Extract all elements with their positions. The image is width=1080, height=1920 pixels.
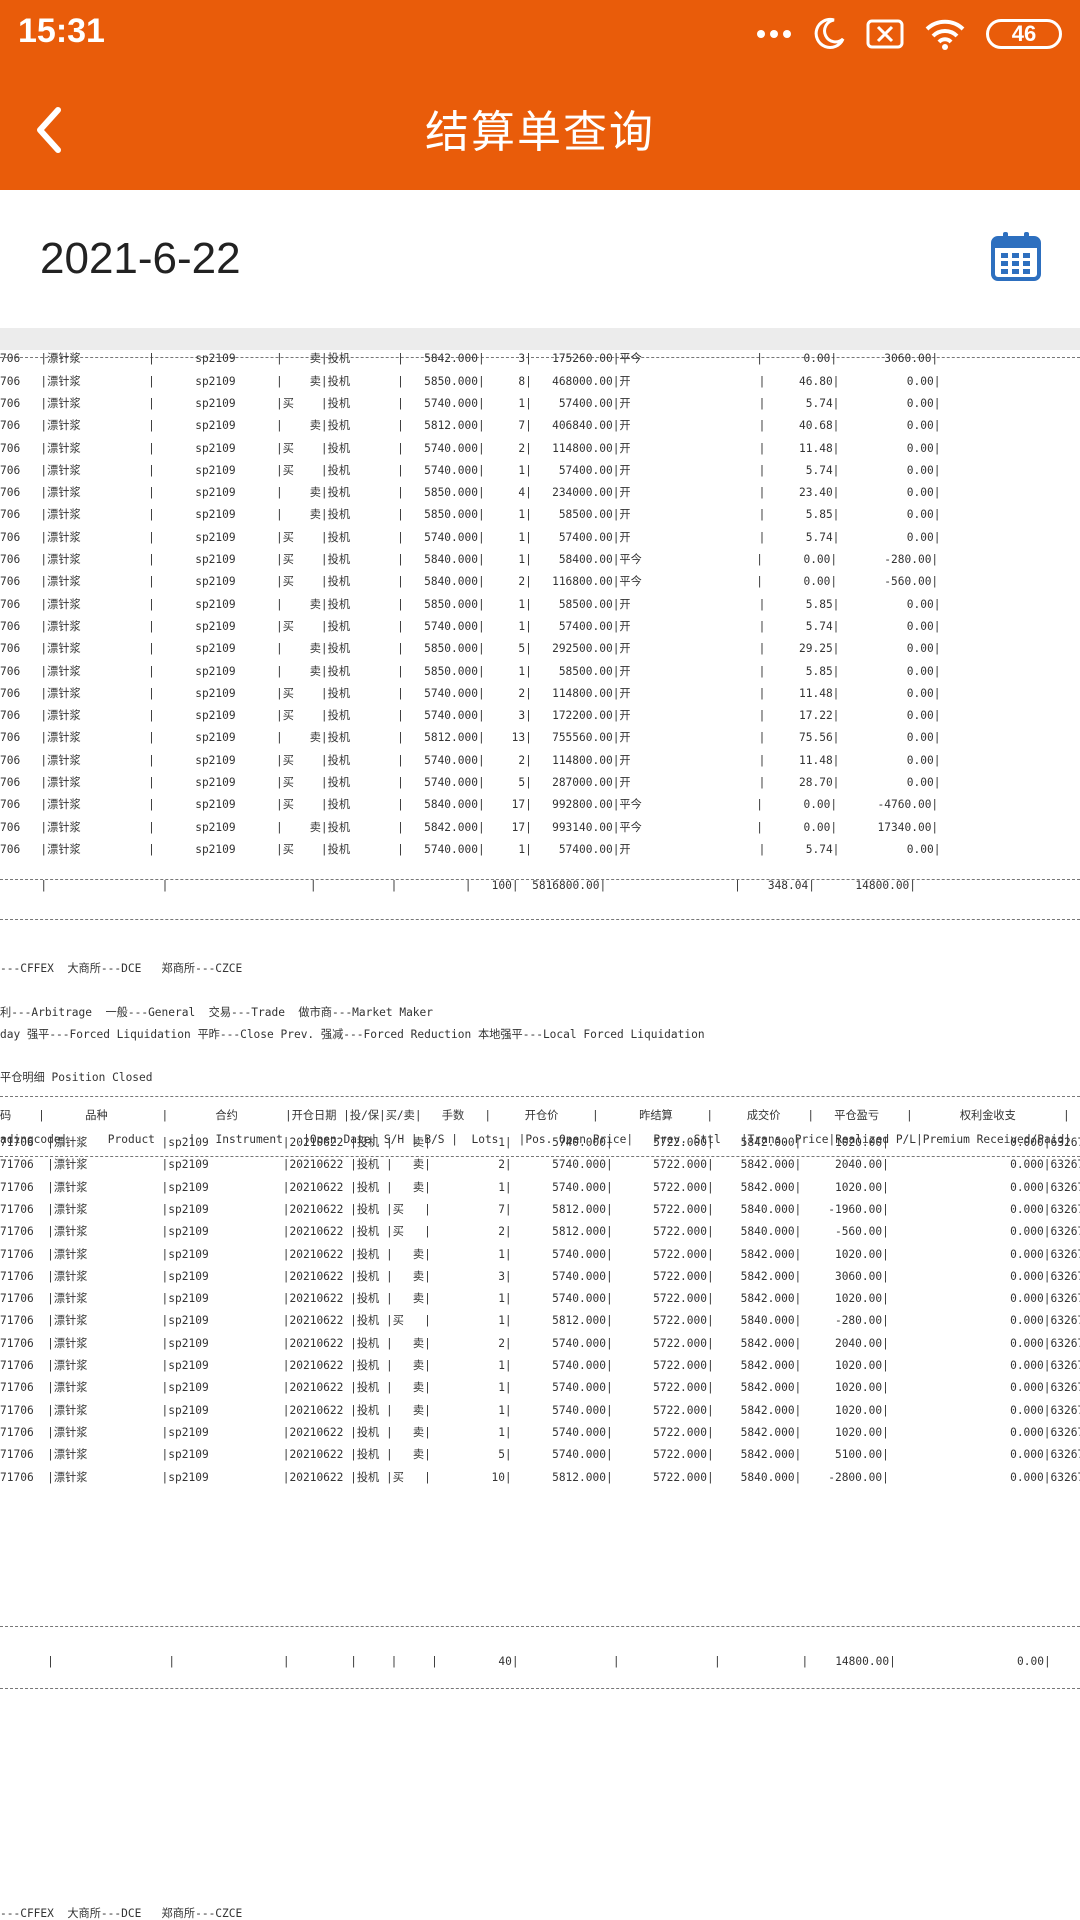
dashed-separator	[0, 1688, 1080, 1689]
status-time: 15:31	[18, 12, 105, 50]
dashed-separator	[0, 919, 1080, 920]
trade-row: 706 |漂针浆 | sp2109 |买 |投机 | 5740.000| 1| …	[0, 530, 941, 544]
closed-row: 71706 |漂针浆 |sp2109 |20210622 |投机 |买 | 7|…	[0, 1202, 1080, 1216]
trade-row: 706 |漂针浆 | sp2109 |买 |投机 | 5740.000| 1| …	[0, 396, 941, 410]
selected-date[interactable]: 2021-6-22	[40, 234, 241, 283]
closed-row: 71706 |漂针浆 |sp2109 |20210622 |投机 | 卖| 1|…	[0, 1381, 1080, 1395]
trade-row: 706 |漂针浆 | sp2109 |买 |投机 | 5740.000| 1| …	[0, 619, 941, 633]
trade-row: 706 |漂针浆 | sp2109 | 卖|投机 | 5850.000| 8| …	[0, 374, 941, 388]
trade-row: 706 |漂针浆 | sp2109 | 卖|投机 | 5812.000| 7| …	[0, 419, 941, 433]
battery-icon: 46	[986, 19, 1062, 49]
dashed-separator	[0, 357, 1080, 358]
trade-row: 706 |漂针浆 | sp2109 |买 |投机 | 5840.000| 17|…	[0, 798, 939, 812]
trade-row: 706 |漂针浆 | sp2109 |买 |投机 | 5740.000| 1| …	[0, 463, 941, 477]
chevron-left-icon	[37, 107, 61, 153]
closed-row: 71706 |漂针浆 |sp2109 |20210622 |投机 | 卖| 1|…	[0, 1136, 1080, 1149]
trade-row: 706 |漂针浆 | sp2109 |买 |投机 | 5740.000| 5| …	[0, 776, 941, 789]
closed-row: 71706 |漂针浆 |sp2109 |20210622 |投机 |买 | 1|…	[0, 1314, 1080, 1328]
trade-row: 706 |漂针浆 | sp2109 | 卖|投机 | 5850.000| 1| …	[0, 508, 941, 522]
column-header-cn: 码 | 品种 | 合约 |开仓日期 |投/保|买/卖| 手数 | 开仓价 | 昨…	[0, 1109, 1080, 1122]
trade-row: 706 |漂针浆 | sp2109 |买 |投机 | 5740.000| 1| …	[0, 842, 941, 856]
closed-row: 71706 |漂针浆 |sp2109 |20210622 |投机 | 卖| 1|…	[0, 1180, 1080, 1194]
closed-row: 71706 |漂针浆 |sp2109 |20210622 |投机 | 卖| 2|…	[0, 1336, 1080, 1350]
closed-row: 71706 |漂针浆 |sp2109 |20210622 |投机 | 卖| 1|…	[0, 1292, 1080, 1306]
trade-row: 706 |漂针浆 | sp2109 |买 |投机 | 5740.000| 2| …	[0, 753, 941, 767]
trade-row: 706 |漂针浆 | sp2109 | 卖|投机 | 5842.000| 3| …	[0, 352, 939, 366]
sim-x-icon	[866, 19, 904, 49]
closed-row: 71706 |漂针浆 |sp2109 |20210622 |投机 |买 | 10…	[0, 1470, 1080, 1484]
legend-line: day 强平---Forced Liquidation 平昨---Close P…	[0, 1028, 705, 1041]
dashed-separator	[0, 1156, 1080, 1157]
status-bar: 15:31 46	[0, 0, 1080, 70]
status-icons: 46	[756, 14, 1062, 54]
closed-row: 71706 |漂针浆 |sp2109 |20210622 |投机 | 卖| 1|…	[0, 1247, 1080, 1261]
trade-row: 706 |漂针浆 | sp2109 | 卖|投机 | 5850.000| 1| …	[0, 597, 941, 611]
closed-row: 71706 |漂针浆 |sp2109 |20210622 |投机 | 卖| 1|…	[0, 1359, 1080, 1372]
trade-row: 706 |漂针浆 | sp2109 |买 |投机 | 5740.000| 2| …	[0, 686, 941, 700]
app-header: 结算单查询	[0, 70, 1080, 190]
dashed-separator	[0, 1626, 1080, 1627]
wifi-icon	[925, 19, 965, 50]
settlement-statement[interactable]: 706 |漂针浆 | sp2109 |买 |投机 | 5740.000| 1| …	[0, 350, 1080, 1920]
more-dots-icon	[757, 30, 791, 38]
trade-row: 706 |漂针浆 | sp2109 |买 |投机 | 5840.000| 2| …	[0, 575, 939, 589]
trade-row: 706 |漂针浆 | sp2109 | 卖|投机 | 5812.000| 13|…	[0, 731, 941, 745]
exchange-legend: ---CFFEX 大商所---DCE 郑商所---CZCE	[0, 962, 243, 975]
calendar-icon[interactable]	[990, 230, 1042, 282]
trade-row: 706 |漂针浆 | sp2109 |买 |投机 | 5840.000| 1| …	[0, 553, 939, 566]
column-header-en: adingcode| Product | Instrument |Open Da…	[0, 1133, 1080, 1146]
exchange-legend-bottom: ---CFFEX 大商所---DCE 郑商所---CZCE	[0, 1907, 243, 1920]
dashed-separator	[0, 1096, 1080, 1097]
trade-row: 706 |漂针浆 | sp2109 |买 |投机 | 5740.000| 2| …	[0, 441, 941, 455]
page-title: 结算单查询	[425, 107, 655, 158]
closed-row: 71706 |漂针浆 |sp2109 |20210622 |投机 | 卖| 5|…	[0, 1448, 1080, 1462]
moon-icon	[814, 17, 845, 49]
trade-row: 706 |漂针浆 | sp2109 |买 |投机 | 5740.000| 3| …	[0, 709, 941, 723]
dashed-separator	[0, 879, 1080, 880]
date-bar: 2021-6-22	[0, 190, 1080, 328]
back-button[interactable]	[20, 100, 80, 160]
closed-row: 71706 |漂针浆 |sp2109 |20210622 |投机 |买 | 2|…	[0, 1225, 1080, 1239]
closed-total-row: | | | | | | 40| | | | 14800.00| 0.00|	[0, 1655, 1051, 1668]
trades-total-row: | | | | | 100| 5816800.00| | 348.04| 148…	[0, 879, 1080, 892]
trade-row: 706 |漂针浆 | sp2109 | 卖|投机 | 5850.000| 4| …	[0, 486, 941, 500]
battery-level: 46	[1011, 21, 1037, 46]
closed-row: 71706 |漂针浆 |sp2109 |20210622 |投机 | 卖| 2|…	[0, 1158, 1080, 1172]
trade-row: 706 |漂针浆 | sp2109 | 卖|投机 | 5850.000| 5| …	[0, 642, 941, 656]
legend-line: 利---Arbitrage 一般---General 交易---Trade 做市…	[0, 1006, 434, 1019]
closed-row: 71706 |漂针浆 |sp2109 |20210622 |投机 | 卖| 3|…	[0, 1269, 1080, 1283]
trade-row: 706 |漂针浆 | sp2109 | 卖|投机 | 5850.000| 1| …	[0, 664, 941, 678]
section-title: 平仓明细 Position Closed	[0, 1071, 153, 1084]
divider-band	[0, 328, 1080, 350]
closed-row: 71706 |漂针浆 |sp2109 |20210622 |投机 | 卖| 1|…	[0, 1425, 1080, 1439]
closed-row: 71706 |漂针浆 |sp2109 |20210622 |投机 | 卖| 1|…	[0, 1403, 1080, 1417]
trade-row: 706 |漂针浆 | sp2109 | 卖|投机 | 5842.000| 17|…	[0, 820, 939, 834]
